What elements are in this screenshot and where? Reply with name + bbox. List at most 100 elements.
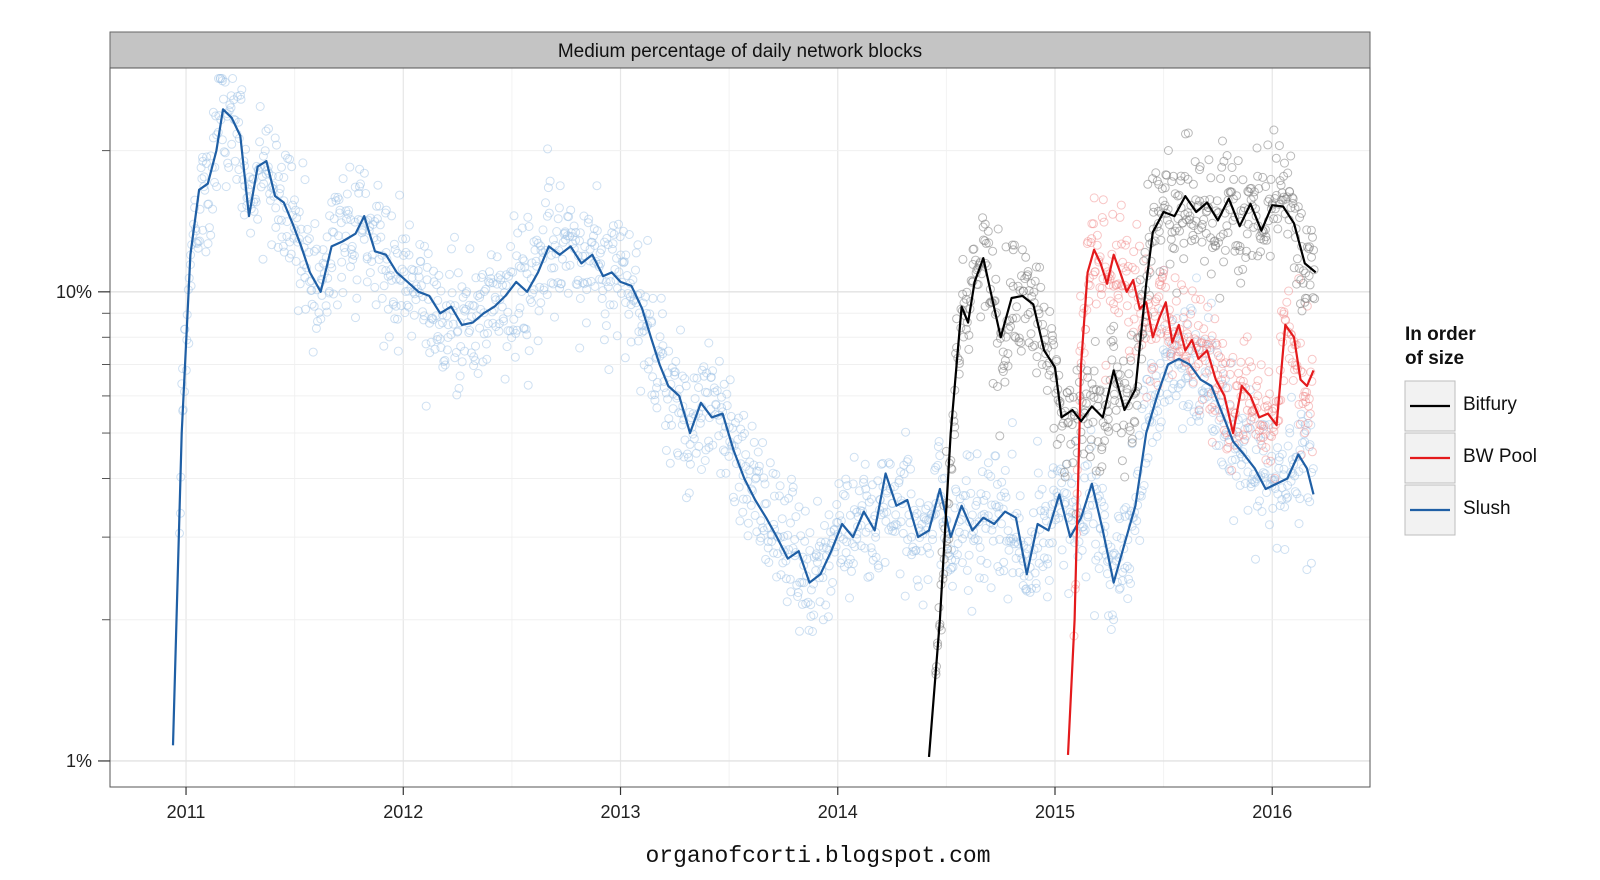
data-point-slush <box>508 267 518 277</box>
data-point-bitfury <box>1138 329 1148 339</box>
data-point-bitfury <box>1015 286 1025 296</box>
data-point-slush <box>986 471 996 481</box>
data-point-slush <box>1044 538 1054 548</box>
data-point-slush <box>483 319 493 329</box>
data-point-bitfury <box>1197 237 1207 247</box>
data-point-slush <box>322 232 332 242</box>
data-point-bitfury <box>1258 172 1268 182</box>
data-point-bitfury <box>988 246 998 256</box>
data-point-slush <box>1119 505 1129 515</box>
data-point-bw-pool <box>1149 362 1159 372</box>
data-point-slush <box>1007 418 1017 428</box>
data-point-slush <box>481 284 491 294</box>
data-point-bitfury <box>1168 243 1178 253</box>
data-point-bw-pool <box>1099 217 1109 227</box>
data-point-slush <box>767 537 777 546</box>
data-point-slush <box>383 304 393 314</box>
data-point-slush <box>1287 392 1296 402</box>
data-point-slush <box>554 203 564 213</box>
data-point-bw-pool <box>1256 432 1266 442</box>
data-point-bw-pool <box>1174 347 1184 357</box>
data-point-slush <box>601 277 611 287</box>
data-point-bw-pool <box>1197 395 1207 405</box>
data-point-bw-pool <box>1218 338 1228 348</box>
data-point-bw-pool <box>1216 353 1225 363</box>
data-point-slush <box>677 371 687 381</box>
data-point-bitfury <box>1146 256 1156 266</box>
data-point-slush <box>708 366 718 376</box>
data-point-bw-pool <box>1300 392 1310 401</box>
data-point-slush <box>538 225 548 235</box>
data-point-slush <box>866 543 876 553</box>
data-point-slush <box>842 537 852 547</box>
data-point-bitfury <box>1047 331 1057 341</box>
data-point-bw-pool <box>1267 406 1277 416</box>
data-point-bw-pool <box>1284 286 1294 296</box>
credit-text: organofcorti.blogspot.com <box>645 843 990 869</box>
data-point-slush <box>694 441 704 451</box>
data-point-slush <box>1003 594 1013 604</box>
data-point-bw-pool <box>1151 297 1160 307</box>
x-tick-label: 2012 <box>383 802 423 822</box>
data-point-bw-pool <box>1147 364 1157 374</box>
data-point-bw-pool <box>1098 274 1108 284</box>
data-point-slush <box>602 233 612 243</box>
data-point-slush <box>697 465 706 474</box>
data-point-bitfury <box>1233 156 1243 166</box>
data-point-bitfury <box>1302 225 1312 235</box>
data-point-slush <box>460 346 470 356</box>
data-point-bw-pool <box>1228 352 1238 362</box>
data-point-bitfury <box>1204 155 1214 165</box>
data-point-slush <box>986 583 996 593</box>
data-point-slush <box>1086 472 1096 482</box>
data-point-bitfury <box>1062 388 1072 398</box>
data-point-slush <box>177 379 187 389</box>
data-point-bitfury <box>998 347 1008 357</box>
data-point-slush <box>220 148 230 158</box>
data-point-bw-pool <box>1145 376 1155 386</box>
data-point-slush <box>391 301 401 311</box>
data-point-slush <box>1171 391 1181 401</box>
data-point-slush <box>1070 538 1080 548</box>
x-tick-label: 2011 <box>167 802 206 822</box>
data-point-slush <box>462 287 472 297</box>
data-point-bw-pool <box>1305 409 1315 419</box>
data-point-slush <box>1091 539 1101 549</box>
data-point-slush <box>1133 466 1143 476</box>
data-point-slush <box>307 299 317 309</box>
data-point-bw-pool <box>1109 299 1118 309</box>
data-point-bitfury <box>934 603 944 613</box>
data-point-bw-pool <box>1205 404 1215 414</box>
data-point-bw-pool <box>1142 392 1152 402</box>
data-point-slush <box>318 245 328 255</box>
data-point-bitfury <box>1003 361 1013 371</box>
data-point-slush <box>699 362 709 372</box>
data-point-bitfury <box>1218 136 1227 146</box>
data-point-slush <box>1223 383 1233 393</box>
data-point-bw-pool <box>1277 306 1286 316</box>
data-point-bitfury <box>1088 417 1098 427</box>
data-point-slush <box>1054 513 1064 523</box>
data-point-bitfury <box>1223 228 1233 238</box>
data-point-slush <box>952 550 962 560</box>
data-point-slush <box>564 212 574 222</box>
data-point-slush <box>806 585 816 595</box>
data-point-slush <box>663 394 673 404</box>
data-point-slush <box>289 223 299 233</box>
data-point-slush <box>813 496 822 506</box>
data-point-slush <box>1251 554 1260 564</box>
data-point-slush <box>514 261 524 271</box>
data-point-slush <box>348 255 358 264</box>
data-point-slush <box>754 466 764 476</box>
data-point-bitfury <box>1018 286 1028 296</box>
data-point-slush <box>1008 568 1018 578</box>
data-point-slush <box>1132 516 1142 526</box>
data-point-slush <box>842 481 852 491</box>
data-point-bw-pool <box>1146 335 1156 344</box>
data-point-slush <box>774 491 784 501</box>
data-point-slush <box>292 213 302 223</box>
series-line-slush <box>171 108 1315 746</box>
data-point-slush <box>1147 438 1157 447</box>
data-point-slush <box>434 270 444 280</box>
data-point-slush <box>891 519 901 529</box>
